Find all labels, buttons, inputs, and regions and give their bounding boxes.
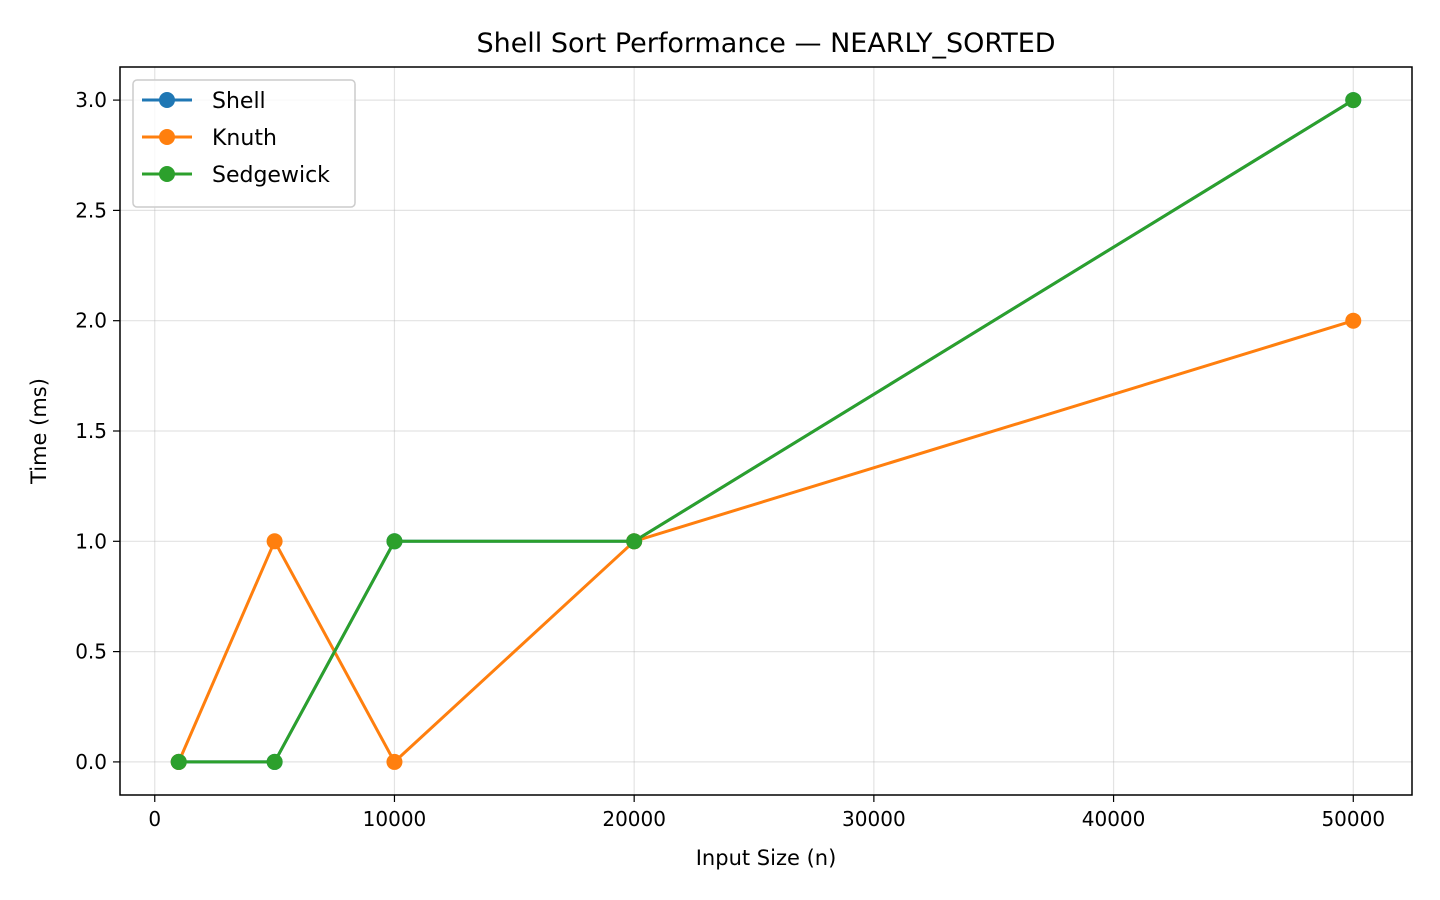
y-tick-label: 0.0 (75, 750, 107, 774)
legend-item-knuth: Knuth (142, 126, 277, 151)
data-point-knuth (1345, 312, 1362, 329)
data-point-knuth (266, 533, 283, 550)
y-tick-label: 3.0 (75, 88, 107, 112)
legend: Shell Knuth Sedgewick (132, 79, 356, 208)
y-tick-label: 0.5 (75, 640, 107, 664)
legend-swatch-marker (159, 129, 175, 145)
legend-item-shell: Shell (142, 89, 266, 114)
chart-title: Shell Sort Performance — NEARLY_SORTED (476, 28, 1055, 59)
series-layer (170, 92, 1362, 770)
y-tick-label: 2.5 (75, 198, 107, 222)
ticks: 0 10000 20000 30000 40000 50000 0.0 0.5 1.0 1.5 2.… (75, 88, 1385, 831)
data-point-sedgewick (626, 533, 643, 550)
x-tick-label: 50000 (1321, 807, 1385, 831)
series-sedgewick (170, 92, 1362, 770)
y-axis-label: Time (ms) (27, 378, 51, 485)
y-tick-label: 2.0 (75, 309, 107, 333)
legend-label: Knuth (212, 126, 277, 151)
x-tick-label: 10000 (363, 807, 427, 831)
legend-item-sedgewick: Sedgewick (142, 163, 330, 188)
data-point-knuth (386, 753, 403, 770)
data-point-sedgewick (266, 753, 283, 770)
data-point-sedgewick (170, 753, 187, 770)
x-tick-label: 20000 (602, 807, 666, 831)
legend-label: Sedgewick (212, 163, 330, 188)
x-tick-label: 40000 (1082, 807, 1146, 831)
x-tick-label: 0 (148, 807, 161, 831)
legend-label: Shell (212, 89, 266, 114)
x-axis-label: Input Size (n) (696, 846, 837, 870)
x-tick-label: 30000 (842, 807, 906, 831)
data-point-sedgewick (386, 533, 403, 550)
legend-swatch-marker (159, 92, 175, 108)
y-tick-label: 1.0 (75, 529, 107, 553)
y-tick-label: 1.5 (75, 419, 107, 443)
legend-swatch-marker (159, 166, 175, 182)
data-point-sedgewick (1345, 92, 1362, 109)
